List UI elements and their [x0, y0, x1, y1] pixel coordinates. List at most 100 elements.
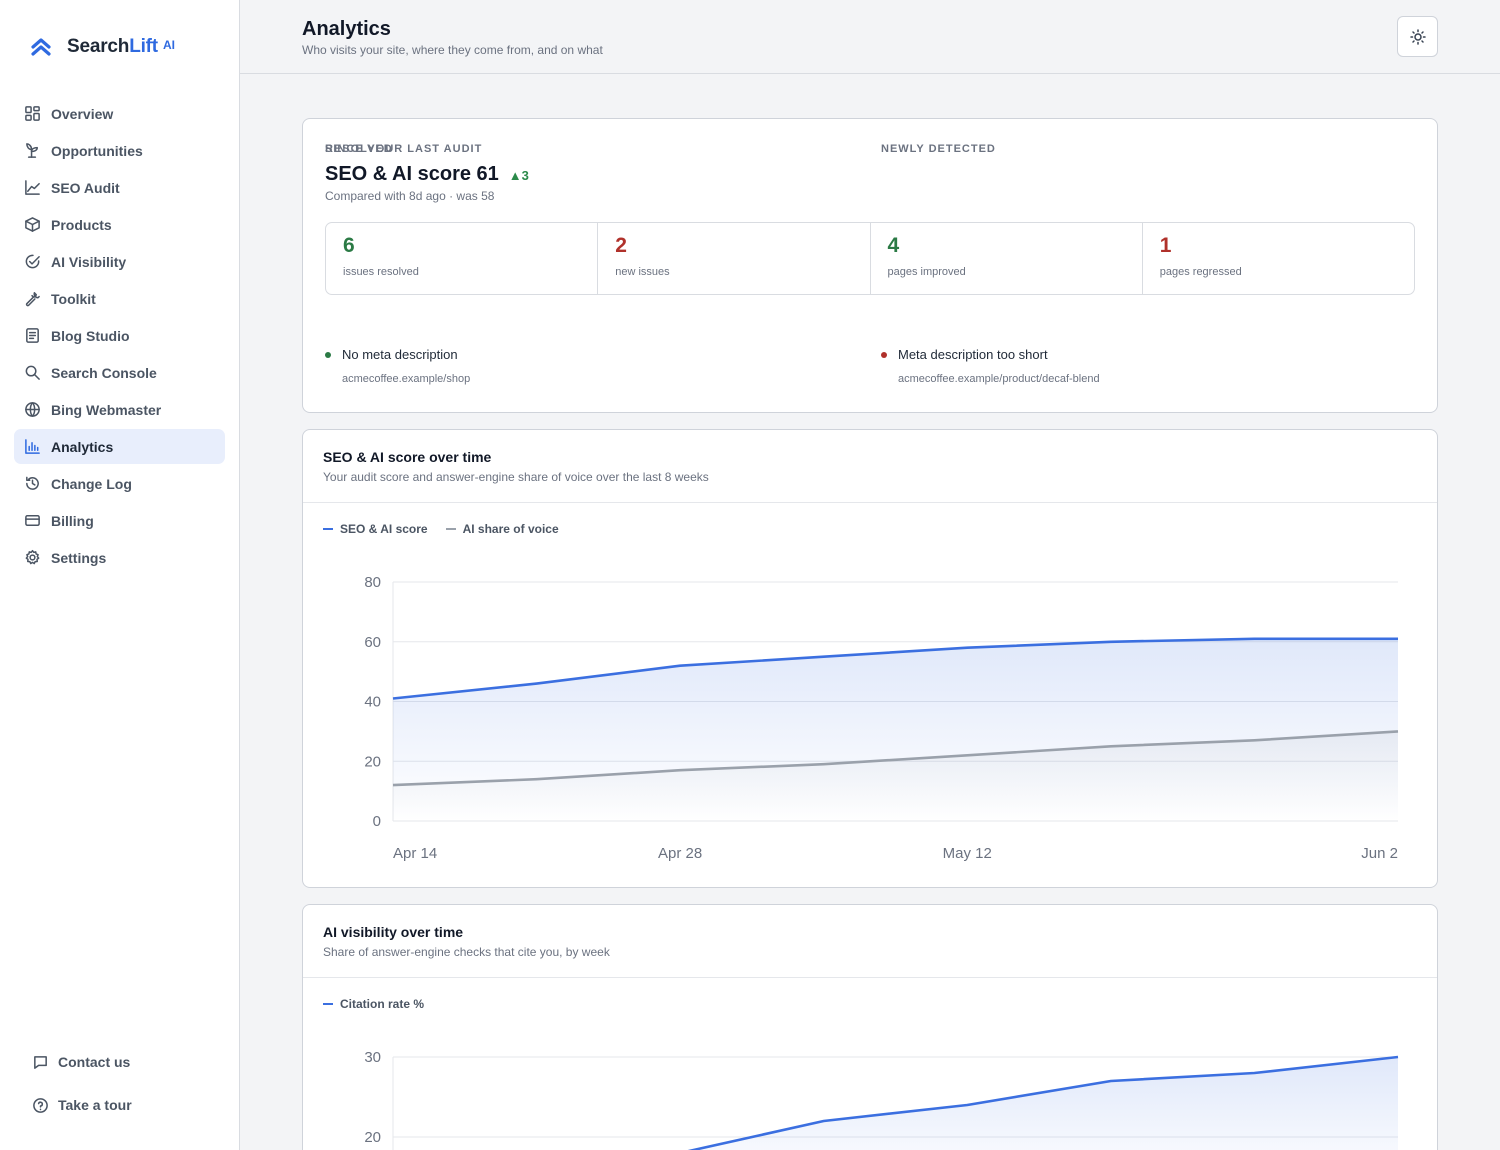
wrench-icon [24, 290, 41, 307]
legend-item-seo-score[interactable]: SEO & AI score [323, 522, 428, 536]
legend-label: Citation rate % [340, 997, 425, 1011]
newly-detected-heading: NEWLY DETECTED [881, 143, 996, 155]
legend-label: SEO & AI score [340, 522, 428, 536]
x-tick-label: Jun 2 [1361, 845, 1398, 862]
page-header: Analytics Who visits your site, where th… [240, 0, 1500, 74]
new-issue[interactable]: Meta description too short [881, 347, 1048, 362]
stat-pages-regressed: 1 pages regressed [1143, 223, 1414, 294]
sidebar-item-blog-studio[interactable]: Blog Studio [14, 318, 225, 353]
legend-item-share-of-voice[interactable]: AI share of voice [445, 522, 559, 536]
target-check-icon [24, 253, 41, 270]
y-tick-label: 80 [364, 574, 381, 591]
score-delta-value: 3 [521, 168, 529, 183]
stat-label: issues resolved [343, 266, 419, 278]
theme-toggle-button[interactable] [1397, 16, 1438, 57]
sidebar-item-toolkit[interactable]: Toolkit [14, 281, 225, 316]
legend-label: AI share of voice [462, 522, 559, 536]
resolved-issue[interactable]: No meta description [325, 347, 458, 362]
stat-value: 1 [1159, 234, 1172, 257]
legend-swatch [445, 528, 456, 530]
contact-us-link[interactable]: Contact us [32, 1046, 222, 1078]
sidebar-item-label: Change Log [51, 475, 132, 492]
sidebar-item-ai-visibility[interactable]: AI Visibility [14, 244, 225, 279]
sidebar-item-bing-webmaster[interactable]: Bing Webmaster [14, 392, 225, 427]
score-chart-title: SEO & AI score over time [323, 449, 492, 465]
audit-summary-card: SINCE YOUR LAST AUDIT SEO & AI score 61 … [302, 118, 1438, 413]
visibility-chart-subtitle: Share of answer-engine checks that cite … [323, 945, 610, 959]
sidebar-item-analytics[interactable]: Analytics [14, 429, 225, 464]
brand-tag: AI [162, 38, 175, 52]
logo[interactable]: SearchLift AI [30, 34, 175, 60]
sidebar-item-label: AI Visibility [51, 253, 127, 270]
score-title: SEO & AI score 61 [325, 163, 499, 185]
y-tick-label: 20 [364, 753, 381, 770]
series-area [393, 731, 1398, 821]
stat-value: 2 [615, 234, 627, 257]
brand-main: Search [67, 36, 130, 57]
visibility-chart-card: AI visibility over time Share of answer-… [302, 904, 1438, 1150]
score-delta: ▲3 [509, 168, 529, 183]
sidebar-nav: Overview Opportunities SEO Audit Product… [14, 96, 225, 577]
y-tick-label: 40 [364, 694, 381, 711]
audit-eyebrow: SINCE YOUR LAST AUDIT [325, 143, 483, 155]
score-chart-header: SEO & AI score over time Your audit scor… [303, 430, 1437, 503]
stat-label: pages regressed [1159, 266, 1242, 278]
page-title: Analytics [302, 18, 391, 40]
legend-swatch [323, 528, 333, 530]
gear-icon [24, 549, 41, 566]
take-a-tour-link[interactable]: Take a tour [32, 1089, 222, 1121]
sun-icon [1409, 28, 1426, 45]
sidebar-bottom-links: Contact us Take a tour [32, 1046, 222, 1132]
x-tick-label: Apr 28 [658, 845, 702, 862]
grid-icon [24, 105, 41, 122]
sidebar-item-opportunities[interactable]: Opportunities [14, 133, 225, 168]
y-tick-label: 20 [364, 1129, 381, 1146]
sidebar-item-label: Billing [51, 512, 94, 529]
page-subtitle: Who visits your site, where they come fr… [302, 43, 603, 57]
sidebar-item-label: SEO Audit [51, 179, 120, 196]
sidebar-item-label: Blog Studio [51, 327, 130, 344]
score-comparison: Compared with 8d ago · was 58 [325, 189, 495, 203]
y-tick-label: 60 [364, 634, 381, 651]
globe-icon [24, 401, 41, 418]
chevrons-up-logo-icon [31, 38, 51, 56]
sprout-icon [24, 142, 41, 159]
visibility-chart-header: AI visibility over time Share of answer-… [303, 905, 1437, 978]
history-icon [24, 475, 41, 492]
help-circle-icon [33, 1097, 48, 1113]
brand-name: SearchLift [67, 36, 158, 58]
sidebar-item-settings[interactable]: Settings [14, 540, 225, 575]
series-area [693, 1057, 1398, 1150]
sidebar-item-change-log[interactable]: Change Log [14, 466, 225, 501]
stat-new-issues: 2 new issues [598, 223, 871, 294]
triangle-up-icon: ▲ [508, 168, 522, 183]
status-dot-green [325, 351, 331, 358]
visibility-chart-title: AI visibility over time [323, 924, 464, 940]
series-line [392, 730, 1399, 787]
stat-value: 4 [887, 234, 900, 257]
search-icon [24, 364, 41, 381]
resolved-issue-url: acmecoffee.example/shop [342, 373, 471, 385]
x-tick-label: May 12 [943, 845, 992, 862]
y-tick-label: 30 [364, 1049, 381, 1066]
series-line [392, 637, 1398, 700]
document-icon [24, 327, 41, 344]
take-a-tour-label: Take a tour [58, 1097, 132, 1113]
score-chart-plot: 0 20 40 60 80 Apr 14 Apr 28 May 12 Jun 2 [364, 574, 1399, 862]
sidebar-item-overview[interactable]: Overview [14, 96, 225, 131]
legend-swatch [323, 1003, 333, 1005]
stat-value: 6 [343, 234, 355, 257]
sidebar-item-label: Settings [51, 549, 107, 566]
sidebar-item-label: Bing Webmaster [51, 401, 162, 418]
sidebar: SearchLift AI Overview Opportunities SEO… [0, 0, 240, 1150]
legend-item-citation-rate[interactable]: Citation rate % [323, 997, 424, 1011]
sidebar-item-search-console[interactable]: Search Console [14, 355, 225, 390]
contact-us-label: Contact us [58, 1054, 131, 1070]
line-chart-icon [24, 179, 41, 196]
sidebar-item-billing[interactable]: Billing [14, 503, 225, 538]
sidebar-item-label: Opportunities [51, 142, 143, 159]
sidebar-item-seo-audit[interactable]: SEO Audit [14, 170, 225, 205]
sidebar-item-products[interactable]: Products [14, 207, 225, 242]
bar-chart-icon [24, 438, 41, 455]
